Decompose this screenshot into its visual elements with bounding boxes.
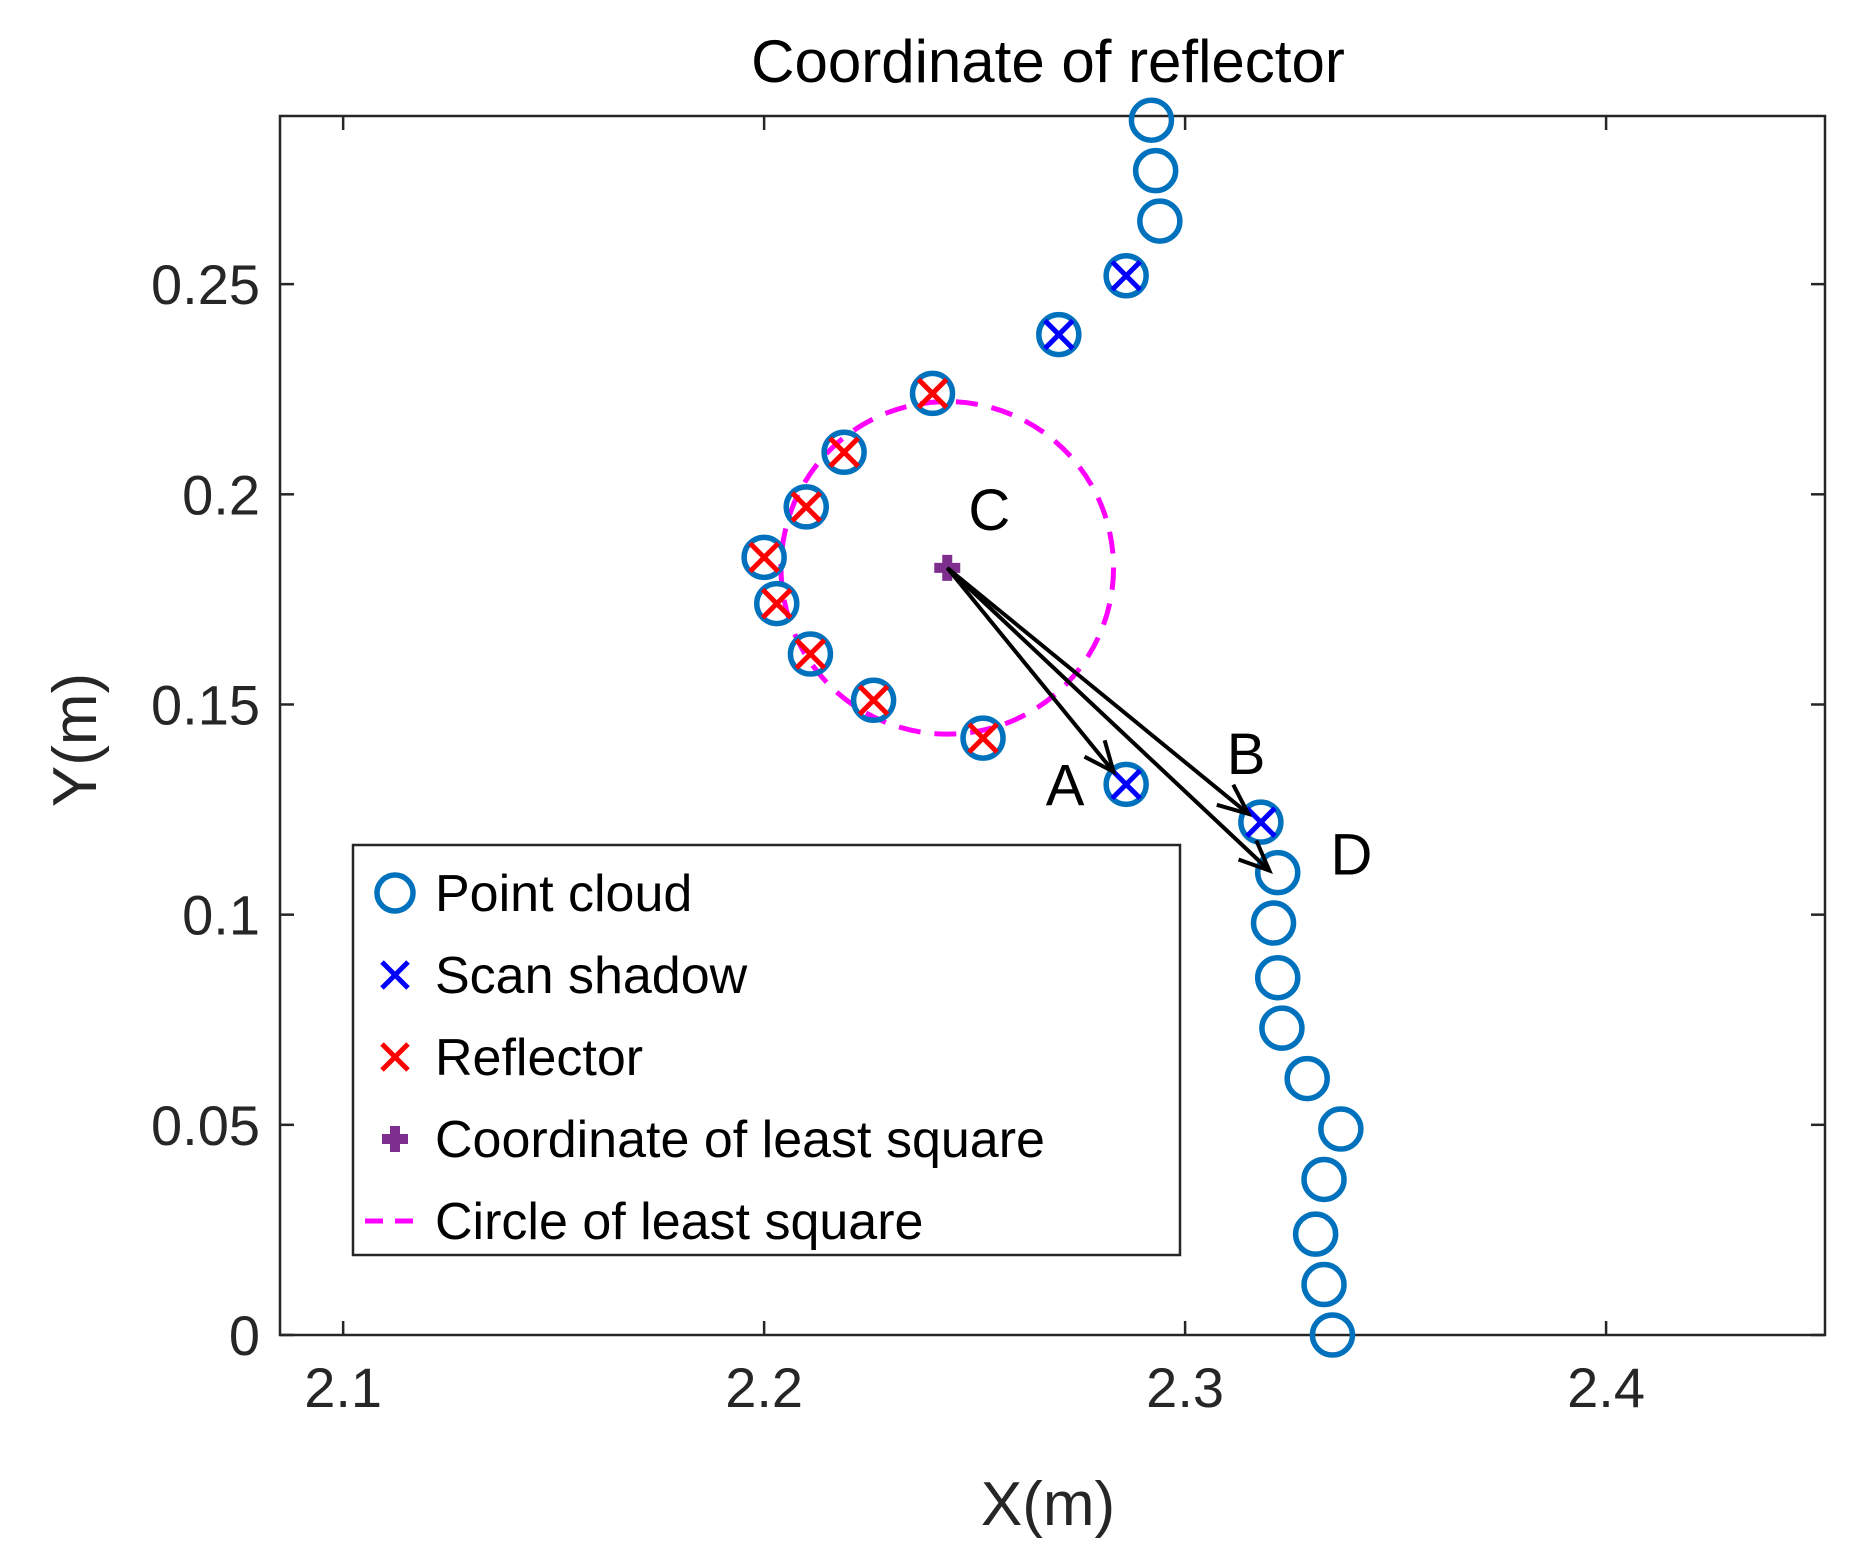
annotation-b: B xyxy=(1227,722,1266,787)
point-cloud-marker xyxy=(1132,147,1179,194)
point-cloud-marker xyxy=(821,429,867,476)
annotation-d: D xyxy=(1330,823,1372,888)
chart-title: Coordinate of reflector xyxy=(751,28,1345,95)
reflector-marker xyxy=(748,541,780,574)
x-tick-label: 2.2 xyxy=(725,1356,803,1419)
point-cloud-marker xyxy=(1318,1106,1364,1152)
scan-shadow-marker xyxy=(1110,259,1142,292)
point-cloud-marker xyxy=(1137,198,1183,244)
plot-area: 2.1 2.2 2.3 2.4 0 0.05 0.1 0.15 0.2 0.25 C A BD xyxy=(151,97,1827,1419)
legend-marker-coordinate-of-least-square xyxy=(382,1126,408,1152)
reflector-marker xyxy=(916,377,949,410)
reflector-marker xyxy=(857,684,890,717)
legend-label-circle-of-least-square: Circle of least square xyxy=(435,1193,923,1251)
point-cloud-marker xyxy=(741,534,787,581)
y-tick-label: 0.05 xyxy=(151,1094,260,1157)
y-axis-label: Y(m) xyxy=(41,673,110,807)
axes-box xyxy=(278,114,1827,1337)
x-tick-label: 2.3 xyxy=(1146,1356,1224,1419)
scan-shadow-marker xyxy=(1245,806,1277,838)
point-cloud-marker xyxy=(960,715,1006,761)
arrow-b xyxy=(945,566,1253,817)
legend-box xyxy=(351,843,1182,1257)
scan-shadow-marker xyxy=(1110,768,1142,801)
y-tick-label: 0.15 xyxy=(151,673,260,736)
point-cloud-marker xyxy=(1292,1211,1339,1257)
point-cloud-marker xyxy=(1103,761,1149,808)
legend-label-reflector: Reflector xyxy=(435,1029,643,1087)
legend-marker-reflector xyxy=(380,1042,410,1072)
legend: Point cloud Scan shadow Reflector Coordinat… xyxy=(351,843,1182,1257)
reflector-marker xyxy=(794,638,827,670)
point-cloud-marker xyxy=(1036,311,1082,358)
arrow-d xyxy=(945,566,1273,874)
point-cloud-marker xyxy=(1103,252,1149,299)
y-tick-label: 0 xyxy=(229,1304,260,1367)
x-tick-label: 2.1 xyxy=(304,1356,382,1419)
point-cloud-marker xyxy=(1128,97,1175,143)
legend-label-coordinate-of-least-square: Coordinate of least square xyxy=(435,1111,1045,1169)
legend-label-point-cloud: Point cloud xyxy=(435,865,692,923)
annotation-a: A xyxy=(1046,753,1085,818)
annotation-c: C xyxy=(968,478,1010,543)
scan-shadow-marker xyxy=(1043,318,1075,351)
point-cloud-marker xyxy=(1254,954,1301,1001)
point-cloud-marker xyxy=(1254,849,1301,896)
point-cloud-marker xyxy=(1259,1005,1305,1051)
reflector-marker xyxy=(828,436,860,469)
point-cloud-marker xyxy=(909,370,956,417)
y-tick-label: 0.2 xyxy=(182,463,260,526)
point-cloud-marker xyxy=(1309,1312,1356,1358)
point-cloud-marker xyxy=(850,677,897,724)
legend-label-scan-shadow: Scan shadow xyxy=(435,947,748,1005)
point-cloud-marker xyxy=(787,631,834,677)
y-tick-label: 0.25 xyxy=(151,253,260,316)
x-axis-label: X(m) xyxy=(981,1470,1115,1539)
legend-marker-scan-shadow xyxy=(380,960,410,990)
point-cloud-marker xyxy=(1301,1261,1347,1308)
x-tick-label: 2.4 xyxy=(1567,1356,1645,1419)
point-cloud-marker xyxy=(754,580,800,627)
reflector-marker xyxy=(760,587,793,620)
legend-marker-point-cloud xyxy=(374,872,416,914)
point-cloud-marker xyxy=(783,484,829,530)
point-cloud-marker xyxy=(1250,900,1297,946)
arrow-a xyxy=(945,566,1117,776)
reflector-marker xyxy=(967,722,999,754)
point-cloud-marker xyxy=(1238,799,1284,845)
point-cloud-marker xyxy=(1301,1156,1347,1203)
point-cloud-marker xyxy=(1284,1055,1330,1102)
reflector-marker xyxy=(790,491,822,523)
y-tick-label: 0.1 xyxy=(182,884,260,947)
